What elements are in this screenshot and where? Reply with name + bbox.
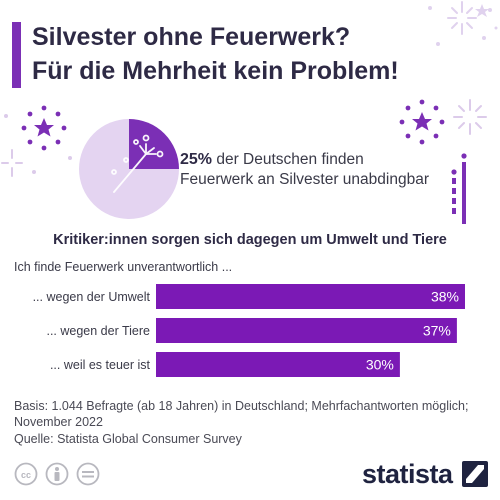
svg-text:cc: cc	[21, 470, 31, 480]
fireworks-icon	[1, 105, 72, 177]
pie-chart	[79, 119, 179, 219]
brand-name[interactable]: statista	[362, 459, 453, 489]
chart-subtitle: Kritiker:innen sorgen sich dagegen um Um…	[53, 232, 447, 248]
equals-icon	[76, 462, 100, 486]
pie-main-slice	[129, 119, 179, 169]
footnote: Basis: 1.044 Befragte (ab 18 Jahren) in …	[14, 399, 469, 429]
bar-chart: ... wegen der Umwelt 38% ... wegen der Tie…	[33, 284, 465, 377]
title-accent-bar	[12, 22, 21, 88]
bar	[156, 318, 457, 343]
bar-value-label: 37%	[423, 323, 451, 339]
cc-icon: cc	[14, 462, 38, 486]
bar	[156, 284, 465, 309]
person-icon	[45, 462, 69, 486]
highlight-value: 25%	[180, 151, 213, 168]
bar-category-label: ... wegen der Umwelt	[33, 290, 151, 304]
highlight-statement: 25% der Deutschen finden Feuerwerk an Si…	[180, 150, 429, 190]
bar-category-label: ... wegen der Tiere	[46, 324, 150, 338]
highlight-text-1: der Deutschen finden	[212, 151, 364, 168]
fireworks-icon	[399, 99, 487, 224]
license-icons: cc	[14, 462, 100, 486]
bar-category-label: ... weil es teuer ist	[50, 358, 151, 372]
title-line-2: Für die Mehrheit kein Problem!	[32, 57, 399, 85]
chart-question: Ich finde Feuerwerk unverantwortlich ...	[14, 260, 233, 274]
statista-logo-icon	[462, 461, 488, 487]
page-title: Silvester ohne Feuerwerk? Für die Mehrhe…	[32, 20, 492, 88]
bar-value-label: 30%	[366, 357, 394, 373]
title-line-1: Silvester ohne Feuerwerk?	[32, 23, 351, 51]
bar-value-label: 38%	[431, 289, 459, 305]
source: Quelle: Statista Global Consumer Survey	[14, 432, 242, 446]
fireworks-icon	[428, 1, 498, 46]
bar	[156, 352, 400, 377]
highlight-text-2: Feuerwerk an Silvester unabdingbar	[180, 171, 429, 188]
